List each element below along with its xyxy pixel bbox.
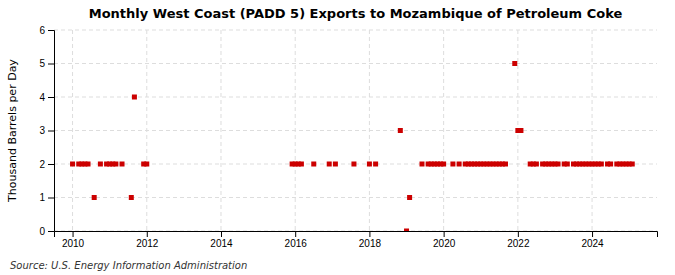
point bbox=[398, 128, 403, 133]
x-tick: 2010 bbox=[62, 231, 85, 249]
point bbox=[503, 162, 508, 167]
point bbox=[120, 162, 125, 167]
x-tick-mark bbox=[73, 231, 74, 237]
point bbox=[450, 162, 455, 167]
x-tick: 2012 bbox=[136, 231, 159, 249]
x-axis: 2010 2012 2014 2016 2018 2020 2022 2024 bbox=[55, 231, 658, 249]
point bbox=[86, 162, 91, 167]
point bbox=[70, 162, 75, 167]
point bbox=[404, 229, 409, 232]
point bbox=[565, 162, 570, 167]
point bbox=[441, 162, 446, 167]
y-grid-line bbox=[54, 197, 657, 198]
chart: 2010 2012 2014 2016 2018 2020 2022 2024 0 1 2 3 4 5 6 M… bbox=[0, 0, 675, 275]
x-tick-label: 2024 bbox=[581, 238, 604, 249]
x-tick: 2022 bbox=[507, 231, 530, 249]
x-tick: 2018 bbox=[359, 231, 382, 249]
x-grid-line bbox=[443, 30, 444, 231]
x-tick-label: 2020 bbox=[433, 238, 456, 249]
x-tick-label: 2014 bbox=[210, 238, 233, 249]
y-tick-label: 6 bbox=[39, 25, 45, 36]
point bbox=[556, 162, 561, 167]
point bbox=[457, 162, 462, 167]
y-tick: 3 bbox=[39, 125, 54, 136]
point bbox=[113, 162, 118, 167]
title: Monthly West Coast (PADD 5) Exports to M… bbox=[89, 6, 623, 21]
point bbox=[144, 162, 149, 167]
point bbox=[367, 162, 372, 167]
x-axis-line bbox=[55, 232, 658, 238]
x-tick-label: 2016 bbox=[285, 238, 308, 249]
x-tick-label: 2022 bbox=[507, 238, 530, 249]
y-tick-label: 4 bbox=[39, 92, 45, 103]
y-tick-mark bbox=[48, 30, 54, 31]
x-tick-mark bbox=[295, 231, 296, 237]
point bbox=[373, 162, 378, 167]
y-axis-line bbox=[48, 31, 55, 232]
points bbox=[70, 61, 635, 231]
point bbox=[534, 162, 539, 167]
y-tick-mark bbox=[48, 198, 54, 199]
point bbox=[351, 162, 356, 167]
x-tick-mark bbox=[147, 231, 148, 237]
y-tick-mark bbox=[48, 97, 54, 98]
x-tick-mark bbox=[592, 231, 593, 237]
y-tick-label: 1 bbox=[39, 192, 45, 203]
x-tick: 2020 bbox=[433, 231, 456, 249]
point bbox=[333, 162, 338, 167]
x-grid-line bbox=[592, 30, 593, 231]
point bbox=[630, 162, 635, 167]
y-axis-label: Thousand Barrels per Day bbox=[6, 59, 19, 203]
x-tick-mark bbox=[518, 231, 519, 237]
point bbox=[512, 61, 517, 66]
grid bbox=[54, 30, 657, 231]
point bbox=[311, 162, 316, 167]
point bbox=[327, 162, 332, 167]
y-tick: 0 bbox=[39, 226, 54, 237]
x-tick-label: 2010 bbox=[62, 238, 85, 249]
y-tick: 5 bbox=[39, 58, 54, 69]
y-grid-line bbox=[54, 130, 657, 131]
y-tick: 2 bbox=[39, 159, 54, 170]
source: Source: U.S. Energy Information Administ… bbox=[10, 260, 247, 271]
y-grid-line bbox=[54, 30, 657, 31]
point bbox=[98, 162, 103, 167]
y-tick-mark bbox=[48, 64, 54, 65]
y-tick-mark bbox=[48, 164, 54, 165]
point bbox=[599, 162, 604, 167]
point bbox=[518, 128, 523, 133]
x-tick: 2016 bbox=[285, 231, 308, 249]
x-tick-mark bbox=[221, 231, 222, 237]
x-tick-label: 2018 bbox=[359, 238, 382, 249]
x-tick-mark bbox=[369, 231, 370, 237]
y-tick-label: 0 bbox=[39, 226, 45, 237]
point bbox=[407, 195, 412, 200]
x-grid-line bbox=[220, 30, 221, 231]
x-tick-mark bbox=[444, 231, 445, 237]
point bbox=[129, 195, 134, 200]
x-tick-label: 2012 bbox=[136, 238, 159, 249]
y-tick-label: 5 bbox=[39, 58, 45, 69]
x-tick: 2014 bbox=[210, 231, 233, 249]
point bbox=[419, 162, 424, 167]
point bbox=[92, 195, 97, 200]
y-grid-line bbox=[54, 63, 657, 64]
y-tick-label: 3 bbox=[39, 125, 45, 136]
y-grid-line bbox=[54, 97, 657, 98]
y-tick: 4 bbox=[39, 92, 54, 103]
y-tick-mark bbox=[48, 131, 54, 132]
y-tick-label: 2 bbox=[39, 159, 45, 170]
point bbox=[299, 162, 304, 167]
x-grid-line bbox=[72, 30, 73, 231]
point bbox=[608, 162, 613, 167]
y-axis: 0 1 2 3 4 5 6 bbox=[39, 25, 54, 237]
y-tick-mark bbox=[48, 231, 54, 232]
x-tick: 2024 bbox=[581, 231, 604, 249]
y-tick: 1 bbox=[39, 192, 54, 203]
y-tick: 6 bbox=[39, 25, 54, 36]
point bbox=[132, 95, 137, 100]
